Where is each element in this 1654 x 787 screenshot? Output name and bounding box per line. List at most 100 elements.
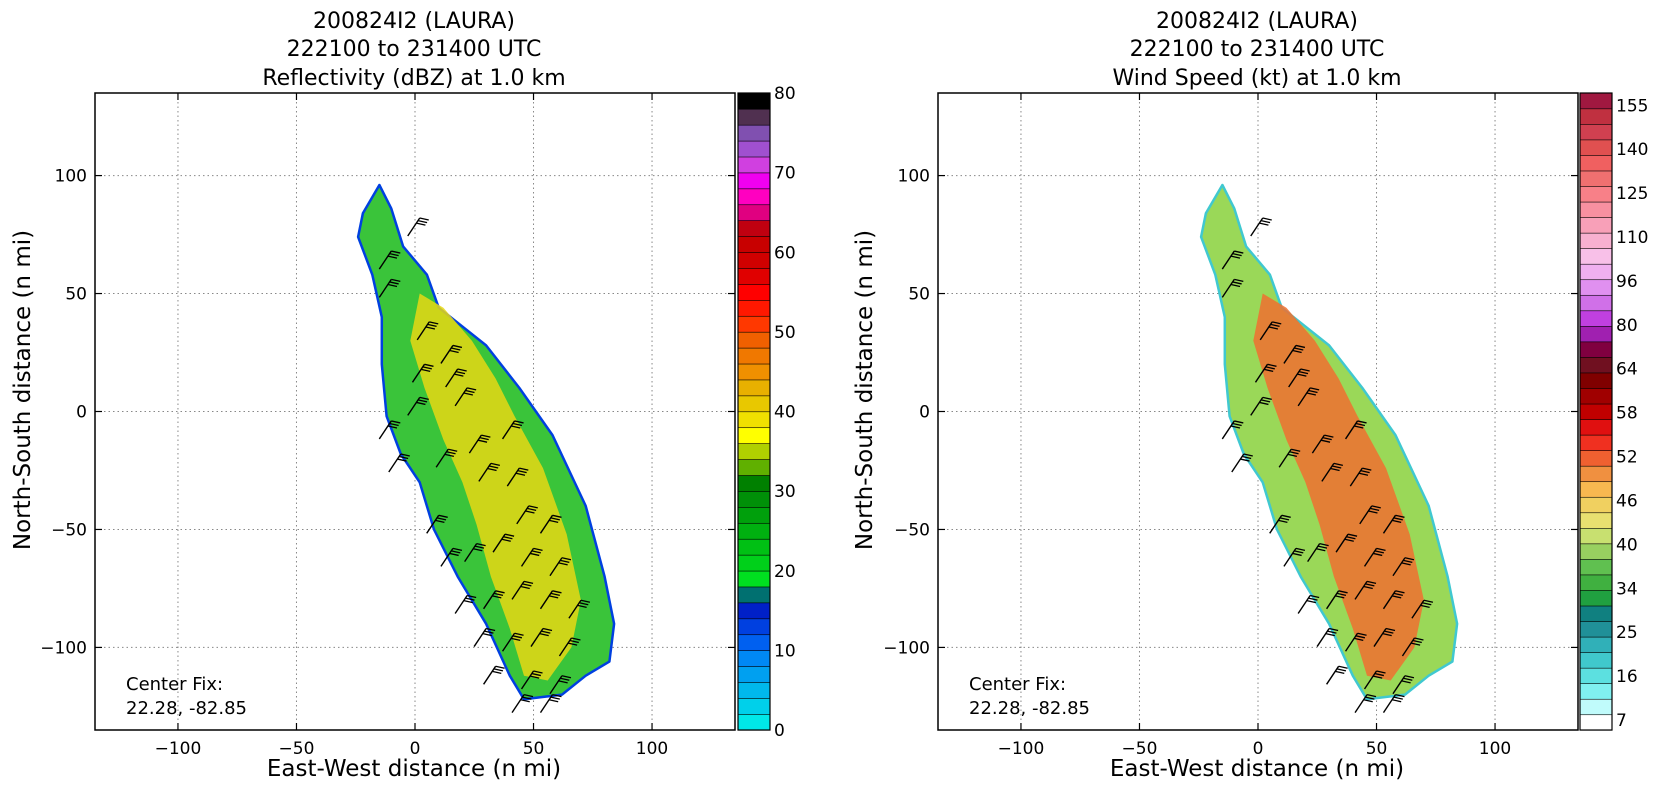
colorbar-swatch <box>1579 294 1613 312</box>
colorbar-swatch <box>1579 154 1613 172</box>
wind-barb <box>1373 627 1396 647</box>
colorbar-swatch <box>737 443 771 460</box>
colorbar-tick-label: 7 <box>1616 711 1627 731</box>
colorbar-swatch <box>1579 652 1613 669</box>
panel-title-line-1: 200824I2 (LAURA) <box>1156 9 1358 34</box>
colorbar-swatch <box>1579 543 1613 560</box>
x-tick-label: −100 <box>155 739 202 759</box>
data-core <box>1253 293 1424 681</box>
colorbar-swatch <box>737 108 771 126</box>
colorbar-swatch <box>1579 496 1613 514</box>
wind-barb <box>1349 467 1372 487</box>
wind-barb <box>1326 590 1348 610</box>
y-axis-label: North-South distance (n mi) <box>10 230 36 550</box>
colorbar-swatch <box>737 363 771 381</box>
colorbar-swatch <box>737 172 771 190</box>
colorbar-swatch <box>1579 139 1613 156</box>
colorbar-swatch <box>1579 263 1613 281</box>
wind-barb <box>1259 321 1282 341</box>
wind-barb <box>558 637 581 657</box>
wind-barb <box>1321 462 1343 482</box>
colorbar-swatch <box>1579 589 1613 607</box>
colorbar-tick-label: 80 <box>774 84 796 104</box>
colorbar-swatch <box>737 188 771 206</box>
colorbar-swatch <box>1579 372 1613 389</box>
colorbar-swatch <box>1579 92 1613 110</box>
colorbar-swatch <box>1579 574 1613 591</box>
wind-barb <box>1311 434 1334 454</box>
colorbar-swatch <box>1579 450 1613 467</box>
colorbar-swatch <box>1579 698 1613 716</box>
colorbar-swatch <box>737 506 771 524</box>
colorbar-swatch <box>737 713 771 731</box>
wind-barb <box>378 420 401 440</box>
colorbar-swatch <box>737 331 771 349</box>
wind-barb <box>516 505 538 525</box>
colorbar-swatch <box>737 315 771 333</box>
y-tick-label: −50 <box>51 520 87 540</box>
wind-barb <box>1382 693 1405 713</box>
wind-barb <box>1401 637 1424 657</box>
wind-barb <box>1254 363 1277 383</box>
panel-title-line-2: 222100 to 231400 UTC <box>287 37 542 62</box>
x-tick-label: −50 <box>1122 739 1158 759</box>
colorbar-swatch <box>1579 527 1613 545</box>
colorbar: 7 16 25 34 40 46 52 58 64 80 96 110 125 140 155 <box>1579 92 1648 731</box>
wind-barb <box>378 250 401 270</box>
colorbar-swatch <box>737 204 771 222</box>
colorbar-swatch <box>737 554 771 572</box>
wind-barb <box>530 627 553 647</box>
x-axis-label: East-West distance (n mi) <box>1110 756 1404 782</box>
colorbar-swatch <box>1579 683 1613 700</box>
wind-barb <box>549 557 572 577</box>
colorbar-tick-label: 16 <box>1616 667 1638 687</box>
colorbar-tick-label: 80 <box>1616 316 1638 336</box>
colorbar-swatch <box>1579 558 1613 576</box>
colorbar-swatch <box>1579 620 1613 638</box>
plot-area: −100 −50 0 50 100 −100 −50 0 50 100 <box>40 92 736 759</box>
wind-barb <box>1382 590 1405 610</box>
colorbar-swatch <box>1579 512 1613 529</box>
colorbar-swatch <box>737 156 771 174</box>
colorbar-swatch <box>737 267 771 285</box>
colorbar-swatch <box>737 379 771 397</box>
colorbar-swatch <box>737 220 771 237</box>
y-tick-label: 50 <box>65 285 87 305</box>
y-axis-label: North-South distance (n mi) <box>852 230 878 550</box>
reflectivity-panel: 200824I2 (LAURA) 222100 to 231400 UTC Re… <box>10 9 796 782</box>
wind-barb <box>1326 665 1348 685</box>
wind-barb <box>388 453 410 473</box>
wind-barb <box>1354 693 1377 713</box>
panel-title-line-2: 222100 to 231400 UTC <box>1130 37 1385 62</box>
colorbar-swatch <box>1579 310 1613 327</box>
colorbar-swatch <box>737 522 771 540</box>
wind-barb <box>1363 547 1386 567</box>
colorbar-swatch <box>737 538 771 556</box>
wind-barb <box>1221 278 1244 298</box>
wind-barb <box>478 462 500 482</box>
wind-barb <box>1382 514 1405 534</box>
wind-barb <box>492 533 515 553</box>
x-axis-label: East-West distance (n mi) <box>267 756 561 782</box>
data-core <box>410 293 581 681</box>
colorbar-swatch <box>737 299 771 317</box>
panel-title-line-3: Wind Speed (kt) at 1.0 km <box>1112 66 1401 91</box>
wind-barb <box>501 420 524 440</box>
wind-barb <box>539 514 562 534</box>
wind-barb <box>1307 542 1329 563</box>
colorbar-swatch <box>737 586 771 604</box>
wind-barb <box>1354 580 1377 600</box>
colorbar-swatch <box>737 395 771 413</box>
wind-barb <box>1411 599 1434 619</box>
colorbar-swatch <box>737 283 771 301</box>
colorbar-swatch <box>1579 636 1613 653</box>
colorbar-swatch <box>1579 465 1613 483</box>
colorbar-tick-label: 46 <box>1616 491 1638 511</box>
wind-barb <box>511 693 534 713</box>
colorbar-tick-label: 40 <box>1616 535 1638 555</box>
colorbar-swatch <box>737 140 771 158</box>
wind-barb <box>435 448 458 468</box>
wind-barb <box>520 670 543 690</box>
y-tick-label: 100 <box>55 167 87 187</box>
wind-barb <box>483 665 505 685</box>
